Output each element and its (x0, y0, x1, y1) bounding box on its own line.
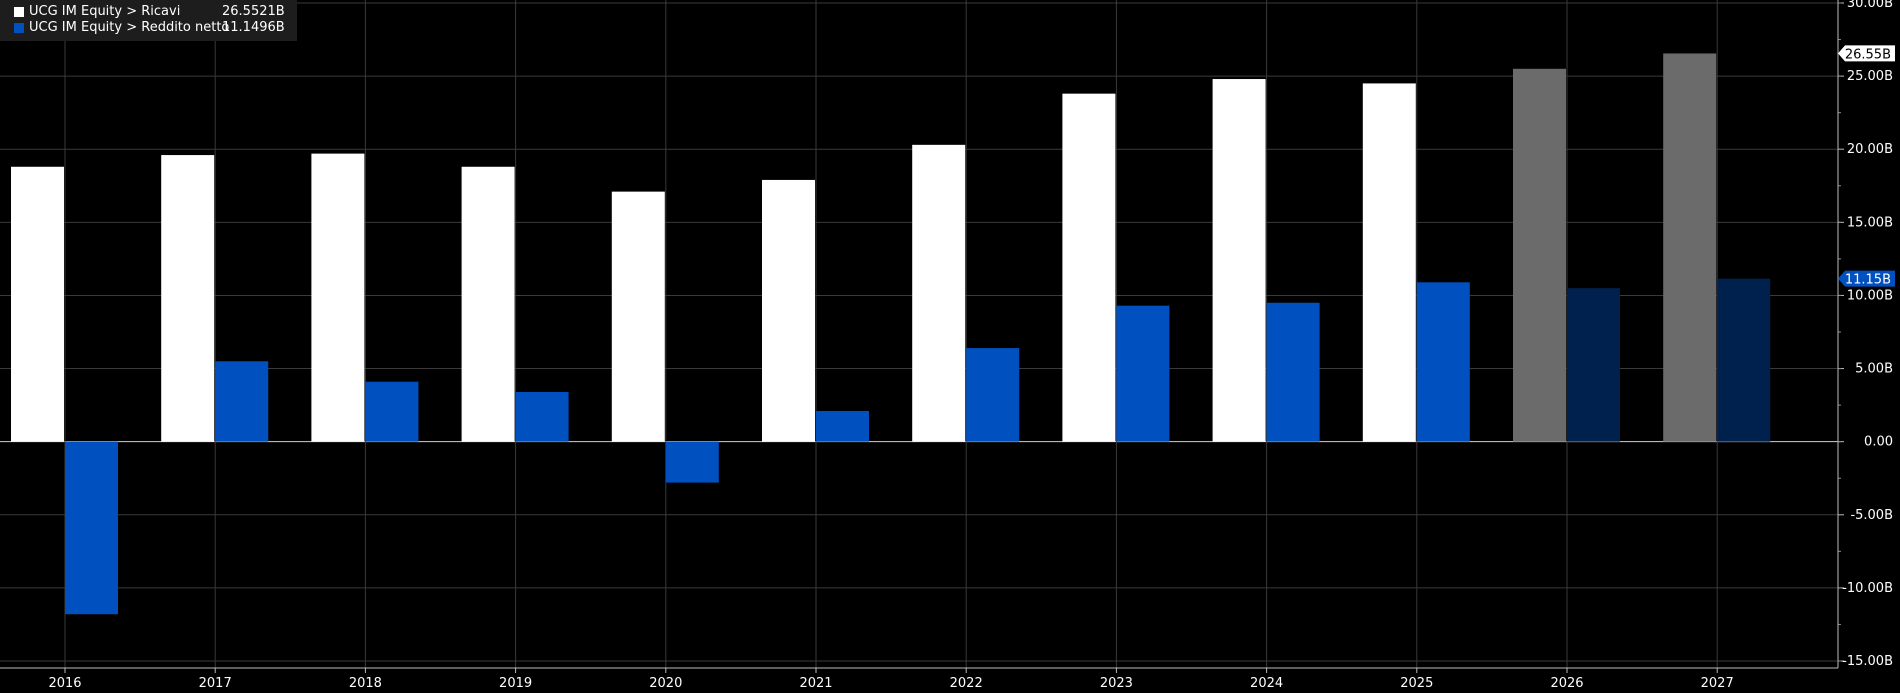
x-tick-label: 2025 (1400, 676, 1433, 691)
price-tag-label: 11.15B (1845, 273, 1891, 288)
x-tick-label: 2016 (48, 676, 81, 691)
bar-revenue-2027[interactable] (1663, 53, 1717, 442)
legend-value: 26.5521B (222, 4, 285, 19)
bar-net-income-2016[interactable] (65, 441, 118, 615)
y-tick-label: 25.00B (1847, 69, 1893, 84)
price-tag-bg (1838, 270, 1895, 287)
price-tag-label: 26.55B (1845, 47, 1891, 62)
bar-net-income-2022[interactable] (966, 348, 1020, 442)
bar-net-income-2019[interactable] (515, 391, 569, 442)
y-tick-label: 20.00B (1847, 142, 1893, 157)
y-tick-label: 0.00 (1864, 435, 1893, 450)
bar-revenue-2021[interactable] (762, 179, 815, 442)
y-tick-label: -10.00B (1842, 581, 1893, 596)
y-tick-label: 5.00B (1855, 362, 1893, 377)
price-tags: 26.55B 11.15B (1838, 45, 1895, 288)
bar-revenue-2026[interactable] (1513, 68, 1566, 442)
bar-net-income-2018[interactable] (365, 381, 419, 442)
bar-revenue-2023[interactable] (1062, 93, 1116, 442)
y-tick-label: 30.00B (1847, 0, 1893, 11)
bars (11, 53, 1771, 615)
bar-net-income-2021[interactable] (816, 410, 869, 442)
legend-value: 11.1496B (222, 20, 285, 35)
y-tick-label: -5.00B (1850, 508, 1893, 523)
x-tick-label: 2021 (799, 676, 832, 691)
y-tick-label: 15.00B (1847, 215, 1893, 230)
bar-revenue-2017[interactable] (161, 155, 215, 442)
bar-net-income-2024[interactable] (1266, 302, 1320, 442)
x-tick-label: 2023 (1100, 676, 1133, 691)
legend-label: UCG IM Equity > Reddito netto (29, 20, 230, 35)
legend-swatch-net-income (14, 23, 24, 33)
legend-label: UCG IM Equity > Ricavi (29, 4, 181, 19)
bar-revenue-2025[interactable] (1362, 83, 1416, 442)
bar-revenue-2024[interactable] (1212, 79, 1266, 442)
x-tick-label: 2027 (1701, 676, 1734, 691)
x-tick-label: 2026 (1550, 676, 1583, 691)
x-tick-label: 2022 (950, 676, 983, 691)
bar-net-income-2017[interactable] (215, 361, 269, 442)
price-tag-bg (1838, 45, 1895, 62)
bar-revenue-2016[interactable] (11, 166, 64, 442)
bar-revenue-2019[interactable] (461, 166, 515, 442)
bar-net-income-2026[interactable] (1567, 288, 1620, 442)
x-tick-label: 2024 (1250, 676, 1283, 691)
y-tick-label: 10.00B (1847, 288, 1893, 303)
x-tick-label: 2020 (649, 676, 682, 691)
bar-net-income-2023[interactable] (1116, 305, 1170, 442)
bar-revenue-2020[interactable] (611, 191, 665, 442)
bar-revenue-2022[interactable] (912, 144, 966, 442)
legend: UCG IM Equity > Ricavi 26.5521B UCG IM E… (0, 0, 297, 41)
legend-swatch-revenue (14, 7, 24, 17)
y-tick-label: -15.00B (1842, 654, 1893, 669)
bar-net-income-2025[interactable] (1416, 282, 1470, 442)
x-tick-label: 2017 (199, 676, 232, 691)
legend-item-revenue[interactable]: UCG IM Equity > Ricavi 26.5521B (0, 3, 297, 20)
x-tick-label: 2018 (349, 676, 382, 691)
bar-revenue-2018[interactable] (311, 153, 365, 442)
x-tick-label: 2019 (499, 676, 532, 691)
bar-net-income-2027[interactable] (1717, 278, 1771, 442)
legend-item-net-income[interactable]: UCG IM Equity > Reddito netto 11.1496B (0, 19, 297, 36)
bar-net-income-2020[interactable] (665, 441, 719, 483)
